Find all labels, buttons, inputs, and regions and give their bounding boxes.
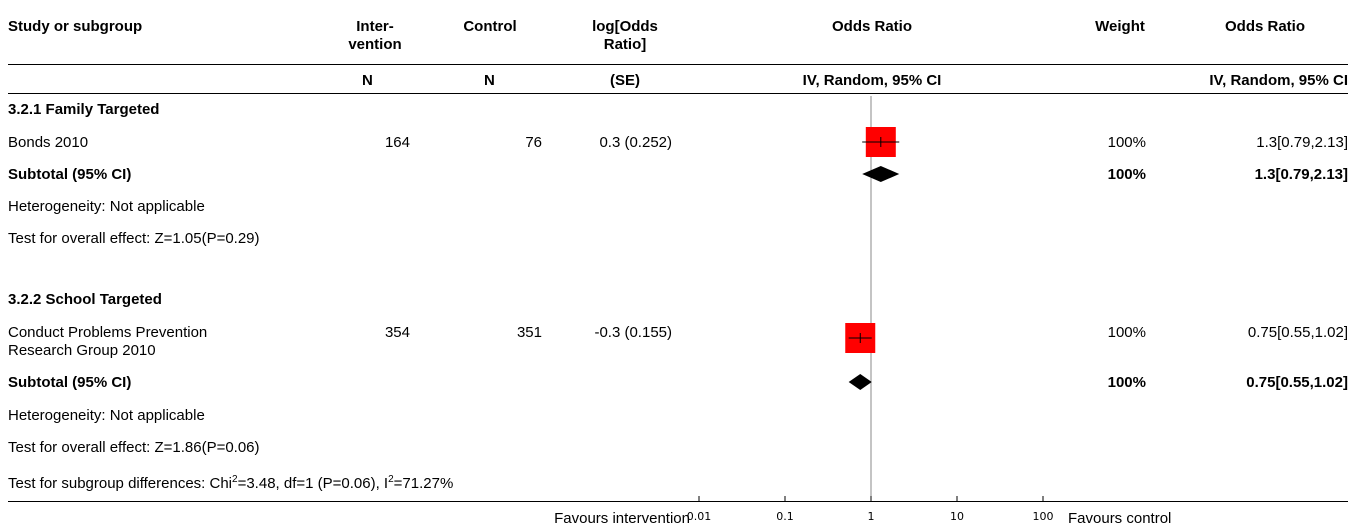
header-method-plot: IV, Random, 95% CI <box>802 72 942 89</box>
header-bottom-divider <box>8 93 1348 94</box>
x-axis-tick-label: 1 <box>868 510 875 523</box>
subtotal-label: Subtotal (95% CI) <box>8 166 132 183</box>
x-axis-tick-label: 100 <box>1033 510 1054 523</box>
header-logor: log[Odds Ratio] <box>570 18 680 54</box>
overall-effect-text: Test for overall effect: Z=1.86(P=0.06) <box>8 439 260 456</box>
favours-intervention-label: Favours intervention <box>554 510 690 527</box>
study-n-intervention: 354 <box>384 324 410 341</box>
header-n-intervention: N <box>362 72 373 89</box>
subtotal-or-ci: 1.3[0.79,2.13] <box>1254 166 1348 183</box>
study-or-ci: 1.3[0.79,2.13] <box>1256 134 1348 151</box>
header-weight: Weight <box>1095 18 1145 35</box>
study-logor-se: -0.3 (0.155) <box>594 324 672 341</box>
group-title: 3.2.2 School Targeted <box>8 291 162 308</box>
subgroup-test-mid: =3.48, df=1 (P=0.06), I <box>237 475 389 492</box>
study-logor-se: 0.3 (0.252) <box>599 134 672 151</box>
subgroup-test-post: =71.27% <box>393 475 454 492</box>
header-intervention: Inter- vention <box>320 18 430 54</box>
header-logor-line1: log[Odds <box>592 18 658 35</box>
study-or-ci: 0.75[0.55,1.02] <box>1247 324 1348 341</box>
header-control: Control <box>463 18 517 35</box>
subtotal-weight: 100% <box>1107 374 1146 391</box>
header-odds-ratio-text: Odds Ratio <box>1224 18 1305 35</box>
subtotal-weight: 100% <box>1107 166 1146 183</box>
study-n-intervention: 164 <box>384 134 410 151</box>
header-n-control: N <box>484 72 495 89</box>
subgroup-test-sup2: 2 <box>388 474 394 485</box>
favours-control-label: Favours control <box>1068 510 1172 527</box>
subtotal-diamond <box>848 374 872 390</box>
subtotal-diamond <box>862 166 900 182</box>
heterogeneity-text: Heterogeneity: Not applicable <box>8 198 205 215</box>
overall-effect-text: Test for overall effect: Z=1.05(P=0.29) <box>8 230 260 247</box>
study-n-control: 76 <box>525 134 542 151</box>
header-logor-line2: Ratio] <box>603 36 647 53</box>
subtotal-or-ci: 0.75[0.55,1.02] <box>1246 374 1348 391</box>
header-divider <box>8 64 1348 65</box>
x-axis-tick-label: 0.01 <box>687 510 712 523</box>
subtotal-label: Subtotal (95% CI) <box>8 374 132 391</box>
heterogeneity-text: Heterogeneity: Not applicable <box>8 407 205 424</box>
header-method-text: IV, Random, 95% CI <box>1209 72 1348 89</box>
study-name-line1: Conduct Problems Prevention <box>8 324 208 341</box>
study-n-control: 351 <box>516 324 542 341</box>
study-weight: 100% <box>1107 134 1146 151</box>
subgroup-test-pre: Test for subgroup differences: Chi <box>8 475 233 492</box>
header-intervention-line1: Inter- <box>356 18 394 35</box>
header-study: Study or subgroup <box>8 18 143 35</box>
header-odds-ratio-plot: Odds Ratio <box>831 18 912 35</box>
header-se: (SE) <box>610 72 640 89</box>
footer-divider <box>8 501 1348 502</box>
study-name: Bonds 2010 <box>8 134 89 151</box>
subgroup-differences-text: Test for subgroup differences: Chi2=3.48… <box>8 471 453 493</box>
x-axis-tick-label: 10 <box>950 510 964 523</box>
group-title: 3.2.1 Family Targeted <box>8 101 160 118</box>
study-weight: 100% <box>1107 324 1146 341</box>
study-name-line2: Research Group 2010 <box>8 342 156 359</box>
subgroup-test-sup1: 2 <box>232 474 238 485</box>
study-name: Conduct Problems Prevention Research Gro… <box>8 324 207 360</box>
x-axis-tick-label: 0.1 <box>776 510 794 523</box>
header-intervention-line2: vention <box>348 36 402 53</box>
